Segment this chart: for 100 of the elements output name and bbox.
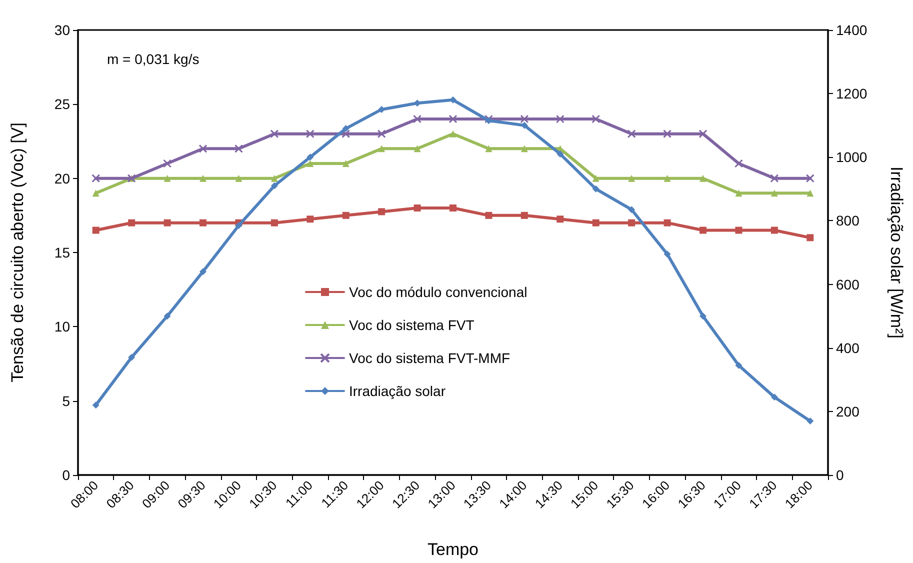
point [200,219,206,226]
point [342,130,350,138]
y2-tick-label: 1000 [836,149,868,166]
point [450,204,456,212]
point [770,226,778,234]
point [806,174,814,183]
point [306,160,314,167]
point [306,130,314,138]
point [485,212,492,219]
legend-label: Voc do sistema FVT-MMF [349,350,510,366]
point [163,159,172,168]
y2-tick-label: 800 [836,212,860,229]
point [663,130,672,138]
y2-axis-title: Irradiação solar [W/m²] [887,166,906,338]
point [450,96,456,104]
point [520,145,528,152]
point [770,394,778,401]
point [770,174,779,183]
point [235,222,242,229]
annotation: m = 0,031 kg/s [107,51,200,67]
y2-tick-label: 200 [836,403,860,420]
point [592,219,600,226]
point [377,130,386,138]
y2-tick-label: 1200 [836,86,868,102]
y-axis-title: Tensão de circuito aberto (Voc) [V] [8,122,27,382]
point [164,174,171,182]
point [806,234,814,242]
point [592,114,600,124]
point [664,174,671,182]
point [628,219,636,226]
point [520,114,529,124]
point [128,354,136,361]
legend-label: Voc do sistema FVT [349,317,475,333]
point [92,226,100,234]
point [342,125,350,132]
point [628,206,636,214]
y-tick-label: 25 [54,96,70,112]
point [556,150,564,158]
point [592,185,600,192]
point [698,130,708,138]
y-tick-label: 5 [62,392,70,409]
point [92,174,100,183]
point [628,174,636,182]
point [378,208,386,216]
point [735,362,742,369]
point [664,250,671,258]
point [700,226,706,234]
x-axis-title: Tempo [427,540,479,559]
point [270,174,278,182]
point [806,417,814,424]
point [414,145,421,152]
point [342,212,350,219]
point [556,216,564,223]
point [664,219,671,226]
point [806,190,814,197]
point [200,268,206,276]
point [414,100,421,107]
point [735,226,742,234]
point [200,174,206,182]
point [92,402,100,409]
point [484,114,493,124]
point [627,130,636,138]
y2-tick-label: 400 [836,340,860,356]
point [235,174,242,182]
point [520,212,528,219]
point [448,114,458,124]
y2-tick-label: 0 [836,467,844,483]
y2-tick-label: 600 [836,276,860,292]
point [592,174,600,182]
point [770,190,778,197]
point [700,312,706,320]
point [270,182,278,190]
y-tick-label: 30 [54,22,70,38]
point [450,130,456,138]
y2-tick-label: 1400 [836,22,868,38]
point [306,154,314,161]
legend-label: Voc do módulo convencional [349,284,528,300]
y-tick-label: 15 [54,244,70,260]
point [735,190,742,197]
point [414,204,421,212]
point [734,159,743,168]
point [342,160,350,167]
legend-label: Irradiação solar [349,383,446,399]
point [556,114,564,124]
point [198,144,208,153]
point [700,174,706,182]
point [378,145,386,152]
point [128,219,136,226]
point [413,114,422,124]
point [485,145,492,152]
y-tick-label: 0 [62,467,70,483]
point [306,216,314,223]
point [164,219,171,226]
y-tick-label: 20 [54,170,70,186]
point [270,130,279,138]
point [92,190,100,197]
y-tick-label: 10 [54,318,70,335]
point [234,144,243,153]
point [270,219,278,226]
point [164,312,171,320]
